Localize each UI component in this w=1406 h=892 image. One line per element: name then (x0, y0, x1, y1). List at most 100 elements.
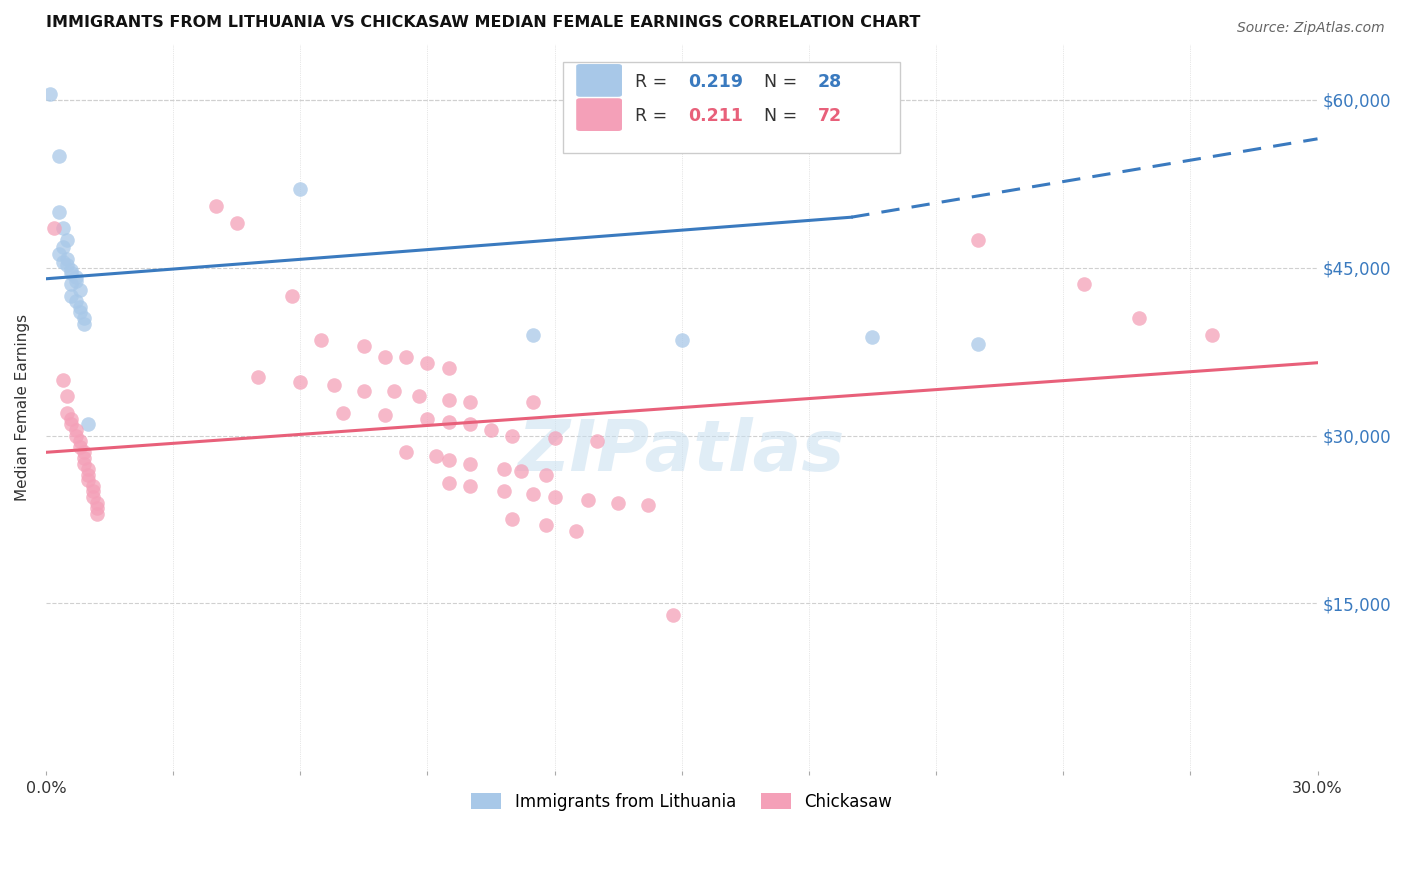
Point (246, 370, 269, 384)
Point (56, 389, 79, 403)
Point (662, 607, 685, 622)
Point (48, 247, 70, 261)
Point (408, 389, 430, 403)
Point (73, 310, 96, 325)
Point (458, 417, 481, 432)
Point (565, 524, 588, 538)
Text: 72: 72 (818, 107, 842, 126)
Point (382, 384, 405, 398)
Point (73, 317, 96, 331)
Point (458, 457, 481, 471)
Point (1128, 310, 1150, 325)
Text: N =: N = (765, 73, 797, 91)
Text: R =: R = (634, 107, 666, 126)
Point (60, 262, 83, 277)
Point (69, 300, 91, 314)
Point (374, 409, 396, 423)
Point (522, 487, 544, 501)
Point (77, 417, 100, 432)
Text: ZIPatlas: ZIPatlas (517, 417, 845, 485)
Point (60, 266, 83, 280)
Point (425, 449, 447, 463)
Point (60, 417, 83, 432)
Point (69, 440, 91, 454)
Point (501, 512, 523, 526)
Point (60, 411, 83, 425)
Point (39, 87, 62, 101)
Point (458, 479, 481, 493)
Point (52, 240, 75, 254)
Point (73, 445, 96, 459)
Point (65, 294, 87, 309)
Point (1201, 327, 1223, 342)
Point (586, 434, 609, 449)
Point (60, 277, 83, 292)
Point (353, 339, 375, 353)
Text: 28: 28 (818, 73, 842, 91)
Point (416, 356, 439, 370)
Point (509, 464, 531, 478)
Point (395, 350, 418, 364)
Point (437, 453, 460, 467)
Point (374, 350, 396, 364)
Point (458, 395, 481, 409)
Point (437, 361, 460, 376)
Point (332, 406, 354, 420)
Point (69, 283, 91, 297)
Point (52, 372, 75, 386)
Text: 0.211: 0.211 (688, 107, 744, 126)
Point (69, 434, 91, 449)
Point (543, 490, 565, 504)
Point (437, 392, 460, 407)
Point (52, 255, 75, 269)
Point (225, 216, 247, 230)
Point (65, 274, 87, 288)
Point (1073, 277, 1095, 292)
Text: IMMIGRANTS FROM LITHUANIA VS CHICKASAW MEDIAN FEMALE EARNINGS CORRELATION CHART: IMMIGRANTS FROM LITHUANIA VS CHICKASAW M… (46, 15, 921, 30)
Point (77, 473, 100, 487)
Point (492, 484, 515, 499)
Point (86, 501, 108, 516)
Point (204, 199, 226, 213)
Point (353, 384, 375, 398)
Point (65, 428, 87, 442)
Point (56, 233, 79, 247)
Point (501, 428, 523, 442)
Point (60, 288, 83, 302)
Text: R =: R = (634, 73, 666, 91)
Point (73, 450, 96, 465)
Point (607, 496, 630, 510)
Point (967, 336, 990, 351)
Point (416, 411, 439, 425)
Point (77, 467, 100, 482)
Point (290, 182, 312, 196)
Point (543, 431, 565, 445)
Point (967, 233, 990, 247)
FancyBboxPatch shape (576, 64, 621, 97)
Point (578, 493, 600, 508)
FancyBboxPatch shape (576, 98, 621, 131)
Point (290, 375, 312, 389)
Point (281, 288, 304, 302)
Point (323, 378, 346, 392)
Point (56, 258, 79, 272)
Point (637, 498, 659, 512)
Point (69, 305, 91, 319)
Text: Source: ZipAtlas.com: Source: ZipAtlas.com (1237, 21, 1385, 35)
Point (44, 221, 66, 235)
Point (48, 204, 70, 219)
Point (86, 507, 108, 521)
Point (73, 457, 96, 471)
Point (437, 415, 460, 429)
Point (52, 221, 75, 235)
Point (82, 479, 104, 493)
Point (522, 395, 544, 409)
Point (56, 252, 79, 266)
Point (311, 334, 333, 348)
Point (65, 269, 87, 284)
Y-axis label: Median Female Earnings: Median Female Earnings (15, 314, 30, 501)
Point (86, 496, 108, 510)
Point (82, 484, 104, 499)
Point (862, 330, 884, 344)
FancyBboxPatch shape (564, 62, 900, 153)
